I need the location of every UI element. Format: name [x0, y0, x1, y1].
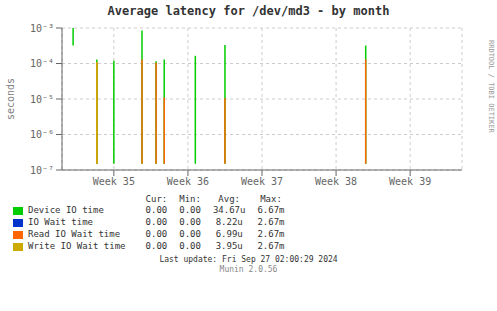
html-text:0.00: 0.00	[145, 229, 168, 239]
html-text:2.67m: 2.67m	[257, 229, 285, 239]
html-text:6.67m: 6.67m	[257, 205, 285, 215]
html-text:Avg:: Avg:	[218, 194, 240, 204]
html-text:6.99u: 6.99u	[215, 229, 243, 239]
html-text:0.00: 0.00	[179, 229, 201, 239]
html-text:Munin 2.0.56: Munin 2.0.56	[219, 265, 278, 274]
html-text:Write IO Wait time: Write IO Wait time	[28, 241, 126, 251]
svg-text:10⁻⁶: 10⁻⁶	[30, 129, 54, 140]
svg-text:Week 35: Week 35	[93, 176, 135, 187]
html-text:IO Wait time: IO Wait time	[28, 217, 93, 227]
html-text:Min:: Min:	[179, 194, 201, 204]
svg-text:Week 38: Week 38	[315, 176, 357, 187]
svg-text:10⁻⁷: 10⁻⁷	[30, 165, 54, 176]
html-text:0.00: 0.00	[179, 241, 201, 251]
html-text:2.67m: 2.67m	[257, 217, 285, 227]
svg-text:Week 36: Week 36	[167, 176, 209, 187]
svg-text:seconds: seconds	[8, 78, 16, 120]
html-text:0.00: 0.00	[145, 241, 168, 251]
html-text:34.67u: 34.67u	[212, 205, 246, 215]
svg-text:10⁻⁵: 10⁻⁵	[30, 94, 54, 105]
html-text:3.95u: 3.95u	[215, 241, 243, 251]
html-text:Read IO Wait time: Read IO Wait time	[28, 229, 121, 239]
html-text:Device IO time: Device IO time	[28, 205, 104, 215]
html-text:Cur:: Cur:	[145, 194, 168, 204]
svg-text:Week 39: Week 39	[389, 176, 431, 187]
html-text:Max:: Max:	[260, 194, 282, 204]
html-text:0.00: 0.00	[145, 217, 168, 227]
svg-text:10⁻⁴: 10⁻⁴	[30, 58, 54, 69]
html-text:8.22u: 8.22u	[215, 217, 243, 227]
svg-text:Week 37: Week 37	[241, 176, 283, 187]
svg-text:10⁻³: 10⁻³	[30, 23, 54, 34]
html-text:0.00: 0.00	[179, 205, 201, 215]
html-text:0.00: 0.00	[179, 217, 201, 227]
html-text:2.67m: 2.67m	[257, 241, 285, 251]
html-text:Last update: Fri Sep 27 02:00:: Last update: Fri Sep 27 02:00:29 2024	[159, 255, 338, 264]
html-text:Average latency for /dev/md3 -: Average latency for /dev/md3 - by month	[107, 4, 390, 18]
html-text:0.00: 0.00	[145, 205, 168, 215]
html-text:RRDTOOL / TOBI OETIKER: RRDTOOL / TOBI OETIKER	[487, 40, 495, 133]
